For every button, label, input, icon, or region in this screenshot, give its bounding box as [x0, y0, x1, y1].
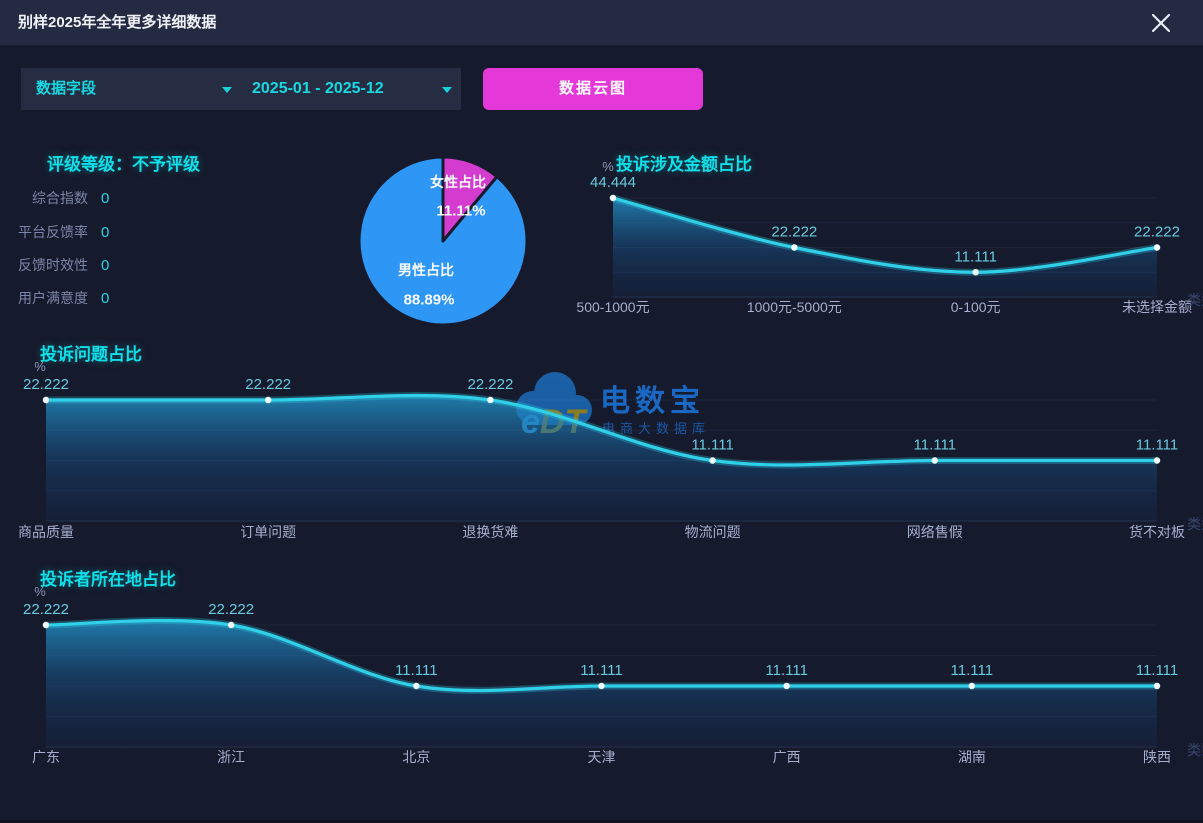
chart-canvas: 44.444 500-1000元 22.222 1000元-5000元 11.111 0-…: [576, 145, 1203, 337]
chevron-down-icon[interactable]: [442, 87, 452, 93]
chart-title: 投诉者所在地占比: [40, 570, 176, 589]
svg-text:0-100元: 0-100元: [951, 299, 1001, 315]
svg-text:%: %: [34, 584, 46, 599]
rating-title: 评级等级：不予评级: [47, 155, 200, 174]
metric-label: 用户满意度: [18, 290, 88, 306]
amount-line-chart[interactable]: 投诉涉及金额占比 44.444 500-1000元 22.222 1000元-5000…: [576, 145, 1203, 337]
svg-text:订单问题: 订单问题: [240, 524, 296, 540]
svg-text:广东: 广东: [32, 749, 60, 765]
svg-text:22.222: 22.222: [467, 376, 513, 393]
date-range-select[interactable]: 2025-01 - 2025-12: [252, 80, 384, 97]
svg-text:网络售假: 网络售假: [907, 524, 963, 540]
svg-text:退换货难: 退换货难: [462, 524, 518, 540]
svg-text:商品质量: 商品质量: [18, 524, 74, 540]
svg-text:陕西: 陕西: [1143, 749, 1171, 765]
metric-value: 0: [101, 224, 110, 241]
modal-bottom-edge: [0, 820, 1203, 823]
gender-pie-chart[interactable]: 女性占比 11.11% 男性占比 88.89%: [348, 146, 548, 346]
svg-text:22.222: 22.222: [245, 376, 291, 393]
filter-bar: 数据字段 2025-01 - 2025-12: [21, 68, 461, 110]
svg-text:类型: 类型: [1187, 742, 1203, 758]
location-line-chart[interactable]: 投诉者所在地占比 22.222 广东 22.222 浙江 11.111 北京 11.111 天…: [0, 560, 1203, 792]
svg-text:物流问题: 物流问题: [685, 524, 741, 540]
pie-canvas: [348, 146, 548, 346]
svg-text:浙江: 浙江: [217, 749, 245, 765]
metric-row: 综合指数 0: [0, 188, 200, 207]
metric-value: 0: [101, 257, 110, 274]
svg-text:北京: 北京: [402, 749, 430, 765]
svg-text:11.111: 11.111: [395, 662, 438, 679]
metric-row: 平台反馈率 0: [0, 222, 200, 241]
chart-title: 投诉涉及金额占比: [616, 155, 752, 174]
watermark-brand: 电数宝: [600, 385, 705, 418]
chevron-down-icon[interactable]: [222, 87, 232, 93]
svg-text:22.222: 22.222: [208, 601, 254, 618]
close-button[interactable]: [1146, 8, 1176, 38]
svg-text:44.444: 44.444: [590, 174, 636, 191]
modal-title: 别样2025年全年更多详细数据: [18, 14, 217, 31]
svg-text:1000元-5000元: 1000元-5000元: [747, 299, 842, 315]
pie-slice-value-female: 11.11%: [436, 202, 486, 220]
svg-text:类型: 类型: [1187, 292, 1203, 308]
metric-label: 平台反馈率: [18, 224, 88, 240]
metric-row: 反馈时效性 0: [0, 255, 200, 274]
svg-text:22.222: 22.222: [1134, 224, 1180, 241]
chart-canvas: 22.222 广东 22.222 浙江 11.111 北京 11.111 天津 11.111 广西…: [0, 560, 1203, 792]
modal-header: 别样2025年全年更多详细数据: [0, 0, 1203, 45]
metric-value: 0: [101, 290, 110, 307]
chart-title: 投诉问题占比: [40, 345, 142, 364]
svg-text:11.111: 11.111: [1136, 662, 1179, 679]
svg-text:22.222: 22.222: [771, 224, 817, 241]
svg-text:11.111: 11.111: [1136, 437, 1179, 454]
pie-slice-label-female: 女性占比: [430, 174, 486, 190]
chart-canvas: 22.222 商品质量 22.222 订单问题 22.222 退换货难 11.111 物流问题…: [0, 335, 1203, 559]
watermark-subtitle: 电商大数据库: [602, 421, 711, 436]
metric-row: 用户满意度 0: [0, 288, 200, 307]
svg-text:11.111: 11.111: [951, 662, 994, 679]
svg-text:货不对板: 货不对板: [1129, 524, 1185, 540]
svg-text:广西: 广西: [773, 749, 801, 765]
svg-text:11.111: 11.111: [954, 248, 997, 265]
svg-text:天津: 天津: [588, 749, 616, 765]
svg-text:22.222: 22.222: [23, 376, 69, 393]
svg-text:%: %: [602, 159, 614, 174]
svg-text:11.111: 11.111: [691, 437, 734, 454]
rating-panel: 评级等级：不予评级 综合指数 0 平台反馈率 0 反馈时效性 0 用户满意度 0: [0, 145, 340, 320]
svg-text:湖南: 湖南: [958, 749, 986, 765]
svg-text:%: %: [34, 359, 46, 374]
pie-slice-value-male: 88.89%: [403, 291, 455, 309]
pie-slice-label-male: 男性占比: [398, 262, 454, 278]
svg-text:11.111: 11.111: [914, 437, 957, 454]
metric-label: 反馈时效性: [18, 257, 88, 273]
data-cloud-button[interactable]: 数据云图: [483, 68, 703, 110]
problem-line-chart[interactable]: 投诉问题占比 22.222 商品质量 22.222 订单问题 22.222 退换货难 11.…: [0, 335, 1203, 559]
metric-label: 综合指数: [32, 190, 88, 206]
svg-text:500-1000元: 500-1000元: [576, 299, 649, 315]
field-select[interactable]: 数据字段: [36, 80, 97, 97]
svg-text:类型: 类型: [1187, 516, 1203, 532]
svg-text:11.111: 11.111: [765, 662, 808, 679]
svg-text:11.111: 11.111: [580, 662, 623, 679]
svg-text:未选择金额: 未选择金额: [1122, 299, 1192, 315]
svg-text:22.222: 22.222: [23, 601, 69, 618]
close-icon: [1151, 13, 1171, 33]
metric-value: 0: [101, 190, 110, 207]
